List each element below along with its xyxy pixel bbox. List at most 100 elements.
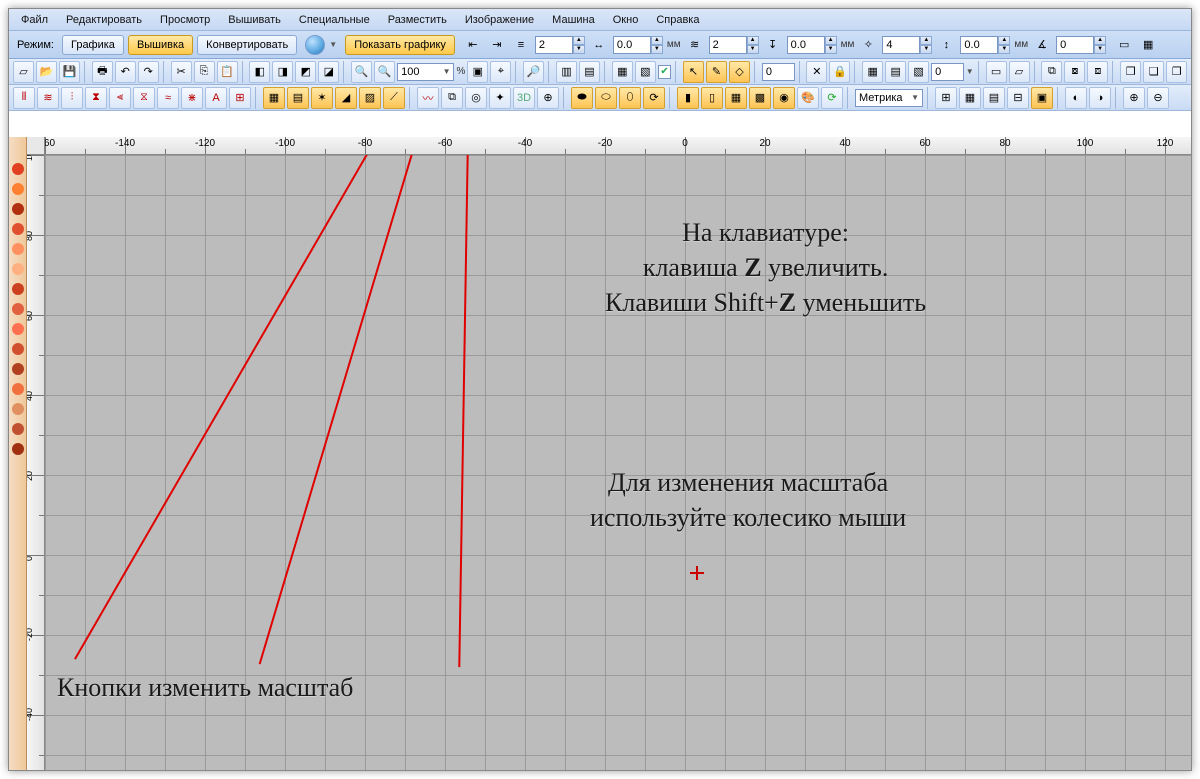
mode-embroidery-button[interactable]: Вышивка: [128, 35, 193, 55]
misc-1-icon[interactable]: ⊕: [1123, 87, 1145, 109]
tool-g-icon[interactable]: ▦: [1138, 35, 1158, 55]
tool-4-icon[interactable]: ◪: [318, 61, 339, 83]
pal-5-icon[interactable]: ◉: [773, 87, 795, 109]
wave-icon[interactable]: 〰: [417, 87, 439, 109]
swatch-dot[interactable]: [12, 343, 24, 355]
del-icon[interactable]: ✕: [806, 61, 827, 83]
swatch-dot[interactable]: [12, 363, 24, 375]
align-left-icon[interactable]: ⇤: [463, 35, 483, 55]
num-input-b[interactable]: 0: [931, 63, 964, 81]
paste-icon[interactable]: 📋: [217, 61, 238, 83]
menu-help[interactable]: Справка: [648, 11, 707, 29]
v-2-icon[interactable]: ▦: [959, 87, 981, 109]
swatch-dot[interactable]: [12, 263, 24, 275]
new-icon[interactable]: ▱: [13, 61, 34, 83]
mode-graphics-button[interactable]: Графика: [62, 35, 124, 55]
pal-2-icon[interactable]: ▯: [701, 87, 723, 109]
canvas[interactable]: На клавиатуре:клавиша Z увеличить.Клавиш…: [45, 155, 1191, 770]
tool-d-icon[interactable]: ↕: [936, 35, 956, 55]
menu-image[interactable]: Изображение: [457, 11, 542, 29]
swatch-dot[interactable]: [12, 223, 24, 235]
tool-b-icon[interactable]: ↧: [763, 35, 783, 55]
swatch-dot[interactable]: [12, 403, 24, 415]
select-tool-icon[interactable]: ↖: [683, 61, 704, 83]
clip-f-icon[interactable]: ❐: [1166, 61, 1187, 83]
st-5-icon[interactable]: ⫷: [109, 87, 131, 109]
grid-a-icon[interactable]: ▦: [862, 61, 883, 83]
fx-1-icon[interactable]: ⧉: [441, 87, 463, 109]
fill-2-icon[interactable]: ▤: [287, 87, 309, 109]
swatch-dot[interactable]: [12, 383, 24, 395]
color-icon[interactable]: 🎨: [797, 87, 819, 109]
st-2-icon[interactable]: ≋: [37, 87, 59, 109]
panel-a-icon[interactable]: ▥: [556, 61, 577, 83]
st-7-icon[interactable]: ≈: [157, 87, 179, 109]
st-4-icon[interactable]: ⧗: [85, 87, 107, 109]
v-1-icon[interactable]: ⊞: [935, 87, 957, 109]
fill-6-icon[interactable]: ⟋: [383, 87, 405, 109]
show-graphics-button[interactable]: Показать графику: [345, 35, 455, 55]
spin-2[interactable]: 0.0▲▼: [613, 36, 663, 54]
swatch-dot[interactable]: [12, 423, 24, 435]
st-6-icon[interactable]: ⧖: [133, 87, 155, 109]
spin-1[interactable]: 2▲▼: [535, 36, 585, 54]
tool-f-icon[interactable]: ▭: [1114, 35, 1134, 55]
tool-a-icon[interactable]: ≋: [685, 35, 705, 55]
clip-e-icon[interactable]: ❑: [1143, 61, 1164, 83]
panel-c-icon[interactable]: ▦: [612, 61, 633, 83]
misc-2-icon[interactable]: ⊖: [1147, 87, 1169, 109]
st-10-icon[interactable]: ⊞: [229, 87, 251, 109]
shp-4-icon[interactable]: ⟳: [643, 87, 665, 109]
align-icon[interactable]: ≡: [511, 35, 531, 55]
v-5-icon[interactable]: ▣: [1031, 87, 1053, 109]
clip-b-icon[interactable]: ⧇: [1064, 61, 1085, 83]
menu-machine[interactable]: Машина: [544, 11, 603, 29]
menu-special[interactable]: Специальные: [291, 11, 378, 29]
clip-c-icon[interactable]: ⧈: [1087, 61, 1108, 83]
pal-1-icon[interactable]: ▮: [677, 87, 699, 109]
shp-3-icon[interactable]: ⬯: [619, 87, 641, 109]
cut-icon[interactable]: ✂: [171, 61, 192, 83]
fill-1-icon[interactable]: ▦: [263, 87, 285, 109]
align-right-icon[interactable]: ⇥: [487, 35, 507, 55]
st-8-icon[interactable]: ⋇: [181, 87, 203, 109]
lib-b-icon[interactable]: ▱: [1009, 61, 1030, 83]
lib-a-icon[interactable]: ▭: [986, 61, 1007, 83]
spin-3[interactable]: 2▲▼: [709, 36, 759, 54]
zoom-fit-icon[interactable]: ▣: [467, 61, 488, 83]
lock-icon[interactable]: 🔒: [829, 61, 850, 83]
refresh-icon[interactable]: ⟳: [821, 87, 843, 109]
fx-2-icon[interactable]: ◎: [465, 87, 487, 109]
shape-tool-icon[interactable]: ◇: [729, 61, 750, 83]
st-1-icon[interactable]: ⫴: [13, 87, 35, 109]
swatch-dot[interactable]: [12, 163, 24, 175]
spin-6[interactable]: 0.0▲▼: [960, 36, 1010, 54]
menu-view[interactable]: Просмотр: [152, 11, 218, 29]
print-icon[interactable]: 🖶: [92, 61, 113, 83]
spin-5[interactable]: 4▲▼: [882, 36, 932, 54]
fill-4-icon[interactable]: ◢: [335, 87, 357, 109]
globe-icon[interactable]: [305, 35, 325, 55]
undo-icon[interactable]: ↶: [115, 61, 136, 83]
tool-1-icon[interactable]: ◧: [249, 61, 270, 83]
zoom-sel-icon[interactable]: 🔎: [523, 61, 544, 83]
spin-4[interactable]: 0.0▲▼: [787, 36, 837, 54]
copy-icon[interactable]: ⎘: [194, 61, 215, 83]
mode-convert-button[interactable]: Конвертировать: [197, 35, 297, 55]
swatch-dot[interactable]: [12, 243, 24, 255]
fill-3-icon[interactable]: ✶: [311, 87, 333, 109]
swatch-dot[interactable]: [12, 303, 24, 315]
menu-stitch[interactable]: Вышивать: [220, 11, 289, 29]
checkbox-1[interactable]: ✔: [658, 65, 671, 79]
grid-b-icon[interactable]: ▤: [885, 61, 906, 83]
v-3-icon[interactable]: ▤: [983, 87, 1005, 109]
swatch-dot[interactable]: [12, 203, 24, 215]
fx-4-icon[interactable]: ⊕: [537, 87, 559, 109]
pal-3-icon[interactable]: ▦: [725, 87, 747, 109]
tool-3-icon[interactable]: ◩: [295, 61, 316, 83]
menu-window[interactable]: Окно: [605, 11, 647, 29]
zoom-tool-icon[interactable]: ⌖: [490, 61, 511, 83]
mirror-icon[interactable]: ↔: [589, 35, 609, 55]
st-9-icon[interactable]: A: [205, 87, 227, 109]
swatch-dot[interactable]: [12, 443, 24, 455]
